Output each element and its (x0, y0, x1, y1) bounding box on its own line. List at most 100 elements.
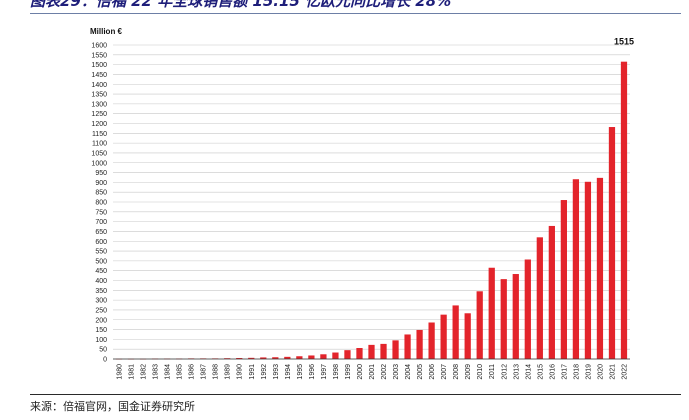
y-tick-label: 1150 (92, 131, 107, 138)
y-tick-label: 1600 (91, 43, 107, 50)
y-tick-label: 1200 (91, 121, 107, 128)
x-tick-label: 1990 (237, 364, 244, 380)
bar-2006 (428, 322, 435, 359)
y-tick-label: 1500 (91, 62, 107, 69)
x-tick-label: 1992 (261, 364, 268, 380)
y-tick-label: 700 (95, 219, 107, 226)
x-tick-label: 2002 (381, 364, 388, 380)
x-tick-label: 1988 (213, 364, 220, 380)
bar-2007 (440, 314, 447, 359)
x-tick-label: 1994 (285, 364, 292, 380)
x-tick-label: 2000 (357, 364, 364, 380)
bar-2020 (596, 177, 604, 359)
bar-2019 (584, 181, 592, 359)
gridlines (113, 44, 630, 360)
y-tick-label: 950 (95, 170, 107, 177)
x-tick-label: 2009 (465, 364, 472, 380)
y-tick-label: 500 (95, 258, 107, 265)
x-tick-label: 1991 (249, 364, 256, 380)
x-tick-label: 2019 (585, 364, 592, 380)
bar-2009 (464, 313, 471, 359)
bar-1998 (332, 352, 339, 359)
source-note: 来源：倍福官网，国金证券研究所 (30, 400, 195, 413)
bar-1991 (248, 357, 255, 359)
x-tick-label: 2012 (501, 364, 508, 380)
x-tick-label: 2017 (561, 364, 568, 380)
bar-2015 (536, 237, 543, 359)
x-tick-label: 2015 (537, 364, 544, 380)
caption-divider (30, 13, 681, 14)
x-tick-label: 2013 (513, 364, 520, 380)
y-tick-label: 450 (95, 268, 107, 275)
x-tick-label: 2022 (621, 364, 628, 380)
y-tick-label: 350 (95, 288, 107, 295)
bar-2010 (476, 291, 483, 359)
y-tick-label: 1000 (91, 160, 107, 167)
x-tick-label: 2011 (489, 364, 496, 379)
y-tick-label: 0 (103, 357, 107, 364)
x-tick-label: 1999 (345, 364, 352, 380)
bar-2003 (392, 340, 399, 359)
bar-2002 (380, 343, 387, 359)
y-tick-label: 150 (95, 327, 107, 334)
x-tick-label: 2014 (525, 364, 532, 380)
x-tick-label: 2010 (477, 364, 484, 380)
y-tick-label: 1350 (91, 92, 107, 99)
x-tick-label: 2005 (417, 364, 424, 380)
y-tick-label: 650 (95, 229, 107, 236)
bar-2008 (452, 305, 459, 359)
x-tick-label: 2021 (609, 364, 616, 380)
y-tick-label: 1100 (92, 141, 107, 148)
y-tick-label: 200 (95, 317, 107, 324)
x-tick-label: 2007 (441, 364, 448, 380)
x-tick-label: 1993 (273, 364, 280, 380)
figure-caption: 图表29：倍福 22 年全球销售额 15.15 亿欧元同比增长 28% (30, 0, 452, 10)
y-tick-label: 1450 (91, 72, 107, 79)
bar-2000 (356, 348, 363, 359)
x-tick-label: 1985 (177, 364, 184, 380)
x-tick-label: 2003 (393, 364, 400, 380)
y-tick-label: 600 (95, 239, 107, 246)
x-tick-label: 1984 (165, 364, 172, 380)
bar-2018 (572, 179, 580, 359)
bar-2001 (368, 344, 375, 359)
y-tick-label: 400 (95, 278, 107, 285)
y-tick-label: 1550 (91, 52, 107, 59)
x-tick-label: 1989 (225, 364, 232, 380)
bar-2017 (560, 200, 567, 359)
x-tick-label: 1983 (153, 364, 160, 380)
x-tick-label: 2016 (549, 364, 556, 380)
bar-1994 (284, 356, 291, 359)
bar-2013 (512, 274, 519, 359)
bar-2022 (620, 61, 628, 360)
y-tick-label: 1400 (91, 82, 107, 89)
x-tick-label: 2020 (597, 364, 604, 380)
x-tick-label: 2004 (405, 364, 412, 380)
bar-2016 (548, 225, 555, 359)
bar-1990 (236, 358, 243, 359)
x-tick-label: 1980 (117, 364, 124, 380)
x-tick-label: 1986 (189, 364, 196, 380)
x-tick-label: 1998 (333, 364, 340, 380)
bars (115, 61, 628, 360)
y-axis-label: Million € (90, 27, 123, 36)
revenue-bar-chart: 0 50 100 150 200 250 300 350 400 450 500 550 600 650 7… (90, 27, 634, 380)
bar-1996 (308, 355, 315, 359)
bar-1999 (344, 350, 351, 359)
x-tick-label: 1996 (309, 364, 316, 380)
y-tick-label: 1250 (91, 111, 107, 118)
x-tick-label: 2006 (429, 364, 436, 380)
x-tick-label: 1981 (129, 364, 136, 380)
footer-divider (30, 394, 681, 395)
data-label: 1515 (614, 37, 634, 47)
bar-1993 (272, 357, 279, 359)
y-tick-label: 1300 (91, 101, 107, 108)
bar-1995 (296, 356, 303, 359)
y-tick-label: 300 (95, 298, 107, 305)
bar-1992 (260, 357, 267, 359)
y-tick-label: 100 (95, 337, 107, 344)
x-tick-label: 1987 (201, 364, 208, 380)
bar-1997 (320, 354, 327, 359)
bar-2012 (500, 279, 507, 359)
y-tick-label: 550 (95, 249, 107, 256)
